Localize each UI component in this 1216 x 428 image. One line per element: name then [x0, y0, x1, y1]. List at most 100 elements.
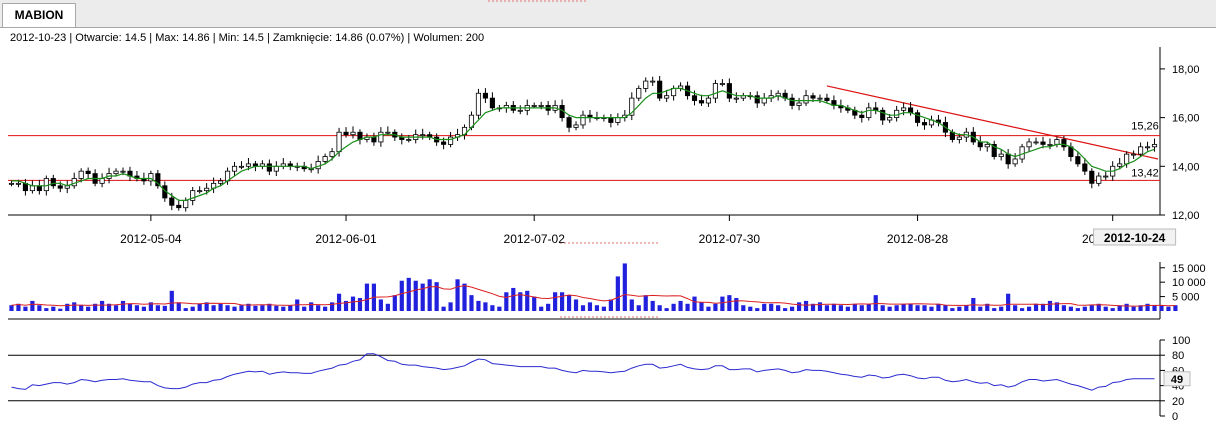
volume-bar [1026, 306, 1032, 311]
volume-bar [553, 292, 558, 311]
volume-bar [490, 305, 495, 311]
volume-bar [141, 306, 146, 311]
volume-bar [587, 302, 593, 311]
ohlc-info-bar: 2012-10-23 | Otwarcie: 14.5 | Max: 14.86… [10, 32, 485, 44]
candle-body [8, 182, 15, 185]
volume-tick-label: 15 000 [1172, 263, 1206, 275]
candle-body [231, 165, 238, 172]
volume-bar [622, 263, 627, 311]
candle-body [343, 131, 349, 136]
candle-body [218, 180, 224, 184]
candle-body [991, 143, 997, 157]
volume-bar [497, 306, 502, 311]
candle-body [204, 187, 210, 192]
volume-bar [120, 300, 126, 311]
volume-bar [810, 303, 816, 311]
volume-bar [483, 302, 488, 311]
trendline [826, 85, 1159, 160]
volume-bar [218, 303, 223, 311]
info-date: 2012-10-23 [10, 32, 67, 44]
candle-body [15, 182, 22, 185]
candle-body [901, 107, 907, 111]
volume-bar [260, 305, 265, 311]
volume-bar [225, 305, 230, 311]
volume-bar [183, 308, 188, 311]
volume-bar [176, 302, 181, 311]
volume-bar [671, 303, 676, 311]
volume-bar [462, 283, 467, 311]
info-open-label: Otwarcie: [75, 32, 122, 44]
candle-body [245, 163, 252, 167]
info-min: 14.5 [242, 32, 264, 44]
candle-body [726, 83, 732, 99]
candle-body [1089, 170, 1095, 184]
candle-body [754, 95, 760, 104]
candle-body [908, 107, 914, 114]
volume-bar [978, 306, 983, 311]
volume-bar [1089, 305, 1094, 311]
volume-bar [309, 302, 314, 311]
candle-body [1026, 141, 1032, 148]
candle-body [71, 178, 77, 187]
volume-bar [580, 305, 586, 311]
candle-body [691, 95, 698, 101]
volume-bar [1124, 303, 1129, 311]
candle-body [573, 124, 579, 128]
candle-body [1012, 158, 1018, 165]
volume-ma-line [11, 285, 1176, 307]
volume-bar [72, 302, 77, 311]
candle-body [1082, 163, 1088, 172]
volume-bar [1006, 293, 1011, 311]
volume-bar [727, 295, 732, 311]
volume-tick-label: 10 000 [1172, 277, 1206, 289]
volume-bar [197, 303, 202, 311]
volume-bar [190, 306, 195, 311]
candle-body [169, 197, 175, 206]
volume-bar [734, 298, 739, 311]
candle-body [1033, 141, 1039, 144]
volume-bar [113, 305, 119, 311]
date-tick-label: 2012-07-30 [699, 232, 761, 246]
volume-bar [476, 300, 481, 311]
volume-bar [608, 299, 613, 311]
candle-body [580, 114, 586, 126]
volume-bar [302, 306, 307, 311]
volume-bar [392, 295, 397, 311]
info-volume-label: Wolumen: [413, 32, 463, 44]
candle-body [441, 141, 447, 145]
volume-bar [399, 280, 404, 311]
tab-bar: MABION [0, 0, 1216, 28]
candle-body [336, 131, 342, 153]
volume-bar [1054, 302, 1060, 311]
candle-body [190, 190, 196, 201]
volume-bar [636, 305, 641, 311]
tab-mabion[interactable]: MABION [2, 3, 76, 27]
candle-body [719, 83, 725, 85]
candle-body [113, 170, 119, 175]
price-tick-label: 14,00 [1172, 161, 1200, 173]
candle-body [1138, 146, 1144, 155]
volume-bar [741, 305, 746, 311]
candle-body [650, 80, 656, 83]
candle-body [36, 185, 42, 192]
candle-body [914, 112, 921, 123]
candle-body [1040, 141, 1046, 145]
candle-body [998, 153, 1004, 157]
volume-bar [706, 306, 711, 311]
candle-body [608, 117, 614, 123]
candle-body [406, 139, 412, 141]
candle-body [1054, 139, 1060, 145]
volume-bar [1131, 306, 1136, 311]
candle-body [698, 100, 705, 104]
candle-body [538, 105, 544, 107]
rsi-tick-label: 100 [1172, 335, 1190, 347]
volume-bar [1145, 303, 1150, 311]
volume-bar [922, 305, 927, 311]
volume-bar [232, 306, 237, 311]
volume-bar [783, 308, 788, 311]
candle-body [866, 107, 872, 119]
volume-bar [1152, 305, 1157, 311]
rsi-line [11, 353, 1155, 391]
candle-body [1019, 146, 1025, 160]
